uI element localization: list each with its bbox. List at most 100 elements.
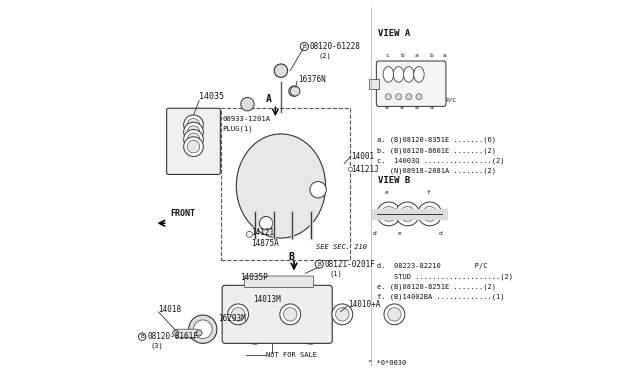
Text: 14001: 14001 <box>351 152 375 161</box>
Circle shape <box>228 304 248 325</box>
Circle shape <box>384 304 405 325</box>
Circle shape <box>275 64 287 77</box>
Text: a: a <box>385 105 389 110</box>
FancyBboxPatch shape <box>166 108 220 174</box>
Circle shape <box>280 304 301 325</box>
Text: a: a <box>415 53 419 58</box>
Circle shape <box>193 320 212 339</box>
Text: 14875A: 14875A <box>251 239 279 248</box>
Text: 08121-0201F: 08121-0201F <box>324 260 375 269</box>
Circle shape <box>264 314 283 333</box>
Text: PLUG(1): PLUG(1) <box>222 125 253 132</box>
Circle shape <box>184 115 204 135</box>
Circle shape <box>385 94 391 100</box>
Text: 14121J: 14121J <box>351 165 380 174</box>
Text: 14035: 14035 <box>199 92 224 101</box>
Circle shape <box>188 140 200 153</box>
Text: f: f <box>426 190 429 195</box>
Bar <box>369 79 379 89</box>
Text: P/C: P/C <box>445 98 457 103</box>
Bar <box>221 108 349 260</box>
Text: e: e <box>385 190 389 195</box>
Text: STUD ....................(2): STUD ....................(2) <box>376 273 513 280</box>
Text: b: b <box>400 53 404 58</box>
Circle shape <box>173 330 179 336</box>
Ellipse shape <box>413 67 424 82</box>
Text: 08120-8161F: 08120-8161F <box>147 332 198 341</box>
Circle shape <box>188 126 200 138</box>
Circle shape <box>335 308 349 321</box>
Circle shape <box>400 206 415 221</box>
Text: VIEW A: VIEW A <box>378 29 410 38</box>
Circle shape <box>290 86 300 96</box>
Text: 14010+A: 14010+A <box>348 300 380 309</box>
Circle shape <box>188 119 200 131</box>
Text: (1): (1) <box>330 270 342 277</box>
Text: SEE SEC. 210: SEE SEC. 210 <box>316 244 367 250</box>
Text: (2): (2) <box>318 52 331 59</box>
Circle shape <box>259 217 273 230</box>
Text: 16293M: 16293M <box>218 314 246 323</box>
Circle shape <box>189 315 217 343</box>
Circle shape <box>397 211 403 217</box>
Text: d: d <box>373 231 376 236</box>
Circle shape <box>416 94 422 100</box>
Text: a: a <box>415 105 419 110</box>
Text: e: e <box>398 231 402 236</box>
Circle shape <box>396 202 419 226</box>
Circle shape <box>422 206 437 221</box>
Text: 08120-61228: 08120-61228 <box>310 42 360 51</box>
FancyBboxPatch shape <box>376 61 446 106</box>
Ellipse shape <box>394 67 404 82</box>
Text: (3): (3) <box>151 343 163 349</box>
Text: f. (B)14002BA .............(1): f. (B)14002BA .............(1) <box>376 294 504 300</box>
Text: c.  14003Q ................(2): c. 14003Q ................(2) <box>376 158 504 164</box>
Circle shape <box>283 314 301 333</box>
Text: d.  08223-82210        P/C: d. 08223-82210 P/C <box>376 263 487 269</box>
Circle shape <box>310 182 326 198</box>
Circle shape <box>184 129 204 149</box>
Text: (N)08918-2081A .......(2): (N)08918-2081A .......(2) <box>376 168 495 174</box>
Text: a. (B)08120-8351E .......(6): a. (B)08120-8351E .......(6) <box>376 136 495 143</box>
Circle shape <box>184 122 204 142</box>
Text: e. (B)08120-8251E .......(2): e. (B)08120-8251E .......(2) <box>376 283 495 290</box>
Circle shape <box>232 308 245 321</box>
Circle shape <box>418 202 442 226</box>
Text: 14018: 14018 <box>158 305 181 314</box>
Text: 14013M: 14013M <box>253 295 281 304</box>
Text: VIEW B: VIEW B <box>378 176 410 185</box>
Circle shape <box>246 231 252 237</box>
Text: c: c <box>385 53 389 58</box>
FancyBboxPatch shape <box>222 285 332 343</box>
Circle shape <box>348 167 353 171</box>
Text: B: B <box>289 253 294 262</box>
Circle shape <box>406 94 412 100</box>
FancyBboxPatch shape <box>176 329 198 337</box>
Circle shape <box>381 206 396 221</box>
Circle shape <box>388 308 401 321</box>
Circle shape <box>301 326 320 344</box>
Text: A: A <box>266 94 272 103</box>
Text: FRONT: FRONT <box>170 209 195 218</box>
Text: B: B <box>303 44 307 49</box>
Ellipse shape <box>236 134 326 238</box>
Circle shape <box>374 211 380 217</box>
Ellipse shape <box>404 67 414 82</box>
Text: 14035P: 14035P <box>240 273 268 282</box>
Text: 16376N: 16376N <box>298 76 325 84</box>
Circle shape <box>332 304 353 325</box>
Text: a: a <box>443 53 447 58</box>
Circle shape <box>396 94 401 100</box>
Circle shape <box>241 97 254 111</box>
Circle shape <box>196 330 202 336</box>
Text: a: a <box>400 105 404 110</box>
Text: 14121: 14121 <box>251 228 275 237</box>
Text: b. (B)08120-8601E .......(2): b. (B)08120-8601E .......(2) <box>376 147 495 154</box>
Circle shape <box>246 326 264 344</box>
Circle shape <box>438 211 445 217</box>
Circle shape <box>184 137 204 157</box>
Text: b: b <box>429 53 433 58</box>
Circle shape <box>284 308 297 321</box>
Text: B: B <box>140 334 144 339</box>
Text: ^ *0*0030: ^ *0*0030 <box>369 360 406 366</box>
